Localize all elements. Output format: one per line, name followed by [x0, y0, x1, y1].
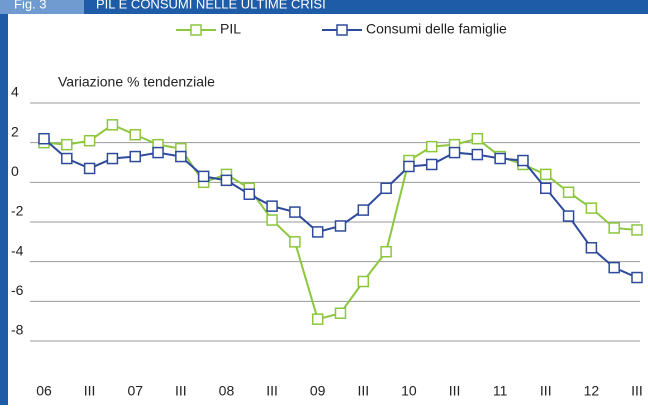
point: [38, 132, 50, 145]
point: [289, 236, 301, 248]
point: [357, 204, 370, 216]
point: [266, 200, 278, 212]
point: [61, 152, 73, 165]
point: [311, 226, 324, 238]
point: [334, 220, 347, 232]
point: [380, 246, 392, 258]
x-tick-label: III: [175, 383, 187, 399]
point: [540, 168, 552, 181]
point: [83, 162, 96, 175]
point: [220, 174, 233, 187]
point: [175, 150, 187, 163]
point: [585, 202, 598, 214]
x-tick-label: 10: [401, 383, 417, 399]
point: [129, 128, 141, 141]
point: [562, 186, 575, 198]
legend-marker: [336, 24, 348, 36]
point: [311, 313, 324, 325]
point: [608, 222, 620, 234]
legend-label: Consumi delle famiglie: [366, 21, 507, 37]
point: [380, 182, 392, 195]
point: [61, 138, 73, 151]
y-axis-label: Variazione % tendenziale: [58, 74, 215, 90]
x-tick-label: III: [266, 383, 278, 399]
header-bar: [0, 0, 648, 14]
x-tick-label: 06: [36, 383, 52, 399]
x-tick-label: III: [540, 383, 552, 399]
point: [448, 146, 461, 159]
chart-title: PIL E CONSUMI NELLE ULTIME CRISI: [96, 0, 326, 11]
y-tick-label: -4: [11, 242, 24, 258]
x-tick-label: 09: [310, 383, 326, 399]
y-tick-label: 0: [11, 163, 19, 179]
y-tick-label: 2: [11, 123, 19, 139]
x-tick-label: 11: [493, 383, 508, 399]
point: [266, 214, 278, 226]
point: [631, 271, 643, 284]
legend-label: PIL: [220, 21, 241, 37]
point: [608, 261, 620, 274]
point: [471, 148, 484, 161]
y-tick-label: -6: [11, 282, 24, 298]
point: [425, 140, 438, 153]
point: [197, 170, 210, 183]
x-tick-label: 07: [127, 383, 143, 399]
point: [289, 206, 301, 218]
x-tick-label: III: [631, 383, 643, 399]
point: [243, 188, 256, 200]
x-tick-label: 12: [584, 383, 600, 399]
point: [494, 152, 506, 165]
point: [129, 150, 141, 163]
point: [334, 307, 347, 319]
point: [631, 224, 643, 236]
point: [562, 210, 575, 222]
point: [585, 242, 598, 254]
point: [83, 134, 96, 147]
fig-label: Fig. 3: [14, 0, 47, 11]
point: [517, 154, 529, 167]
y-tick-label: 4: [11, 84, 19, 100]
fig-box: [0, 0, 84, 14]
legend-marker: [190, 24, 202, 36]
point: [106, 119, 119, 131]
point: [106, 152, 119, 165]
point: [425, 158, 438, 171]
x-tick-label: III: [449, 383, 461, 399]
x-tick-label: III: [357, 383, 369, 399]
point: [471, 132, 484, 145]
point: [357, 275, 370, 288]
frame-left: [0, 0, 8, 405]
point: [403, 160, 415, 173]
y-tick-label: -2: [11, 203, 24, 219]
point: [540, 182, 552, 195]
y-tick-label: -8: [11, 322, 24, 338]
point: [152, 146, 164, 159]
x-tick-label: 08: [219, 383, 235, 399]
x-tick-label: III: [84, 383, 96, 399]
